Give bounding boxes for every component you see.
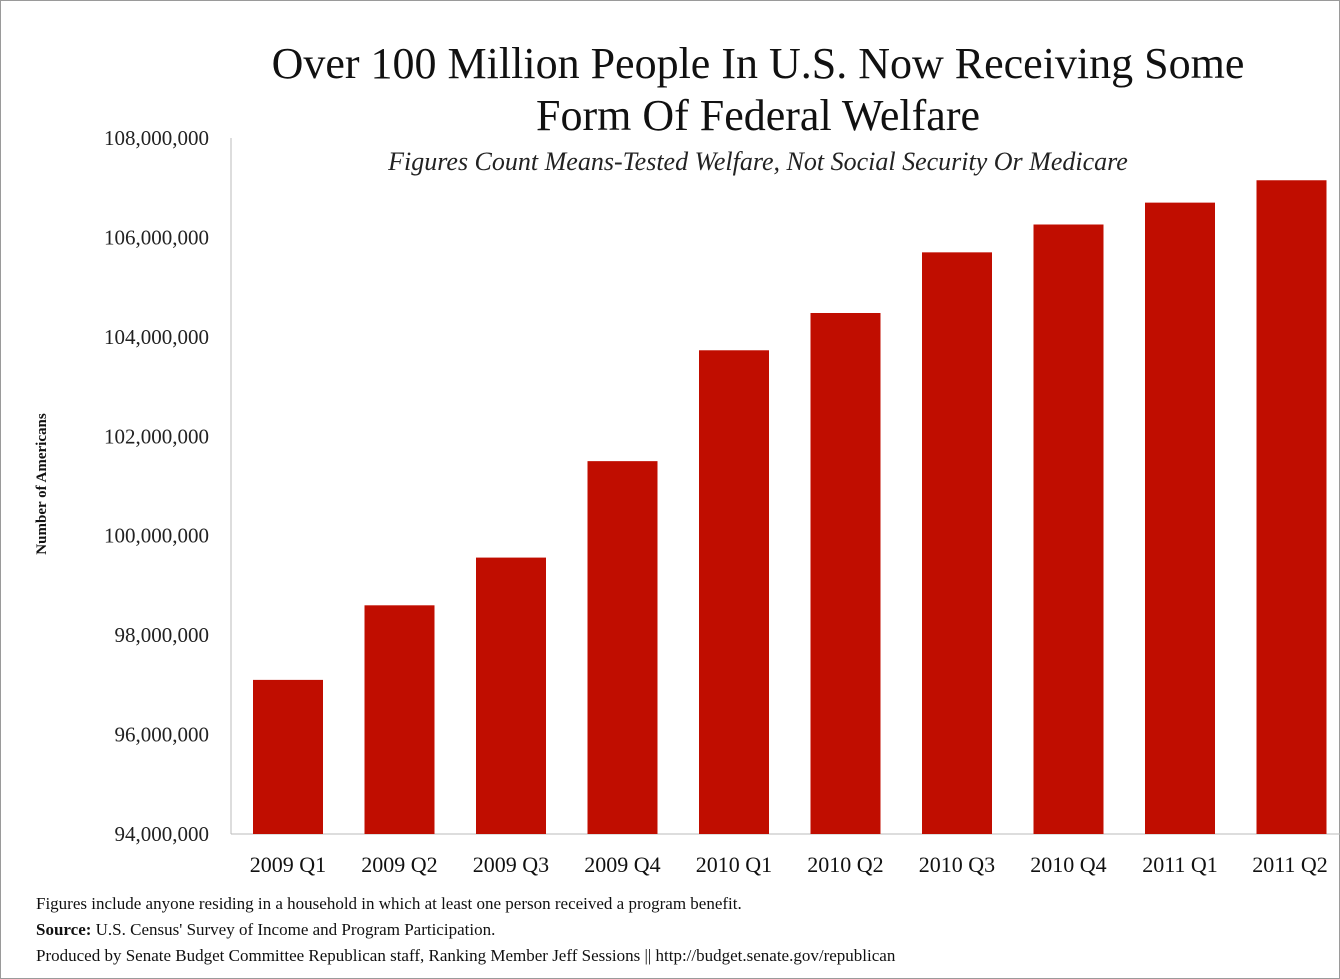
bar [922,252,992,835]
x-tick-label: 2009 Q3 [473,852,549,877]
x-tick-label: 2011 Q2 [1252,852,1328,877]
chart-title-line-1: Over 100 Million People In U.S. Now Rece… [272,39,1245,88]
y-axis-label: Number of Americans [34,413,50,555]
source-label: Source: [36,920,92,939]
y-tick-labels: 94,000,000 96,000,000 98,000,000 100,000,00… [104,126,209,846]
y-tick-label: 94,000,000 [115,822,210,846]
y-tick-label: 108,000,000 [104,126,209,150]
footer-source: Source: U.S. Census' Survey of Income an… [36,920,495,940]
x-tick-label: 2010 Q1 [696,852,772,877]
footer-credit: Produced by Senate Budget Committee Repu… [36,946,896,965]
bar [699,350,769,834]
x-tick-label: 2011 Q1 [1142,852,1218,877]
y-tick-label: 98,000,000 [115,623,210,647]
x-tick-label: 2010 Q2 [807,852,883,877]
bar [476,557,546,834]
chart-subtitle: Figures Count Means-Tested Welfare, Not … [387,147,1128,176]
y-tick-label: 96,000,000 [115,723,210,747]
x-tick-label: 2010 Q3 [919,852,995,877]
bar [1033,224,1104,834]
y-tick-label: 100,000,000 [104,524,209,548]
bar [810,312,881,835]
footer-note: Figures include anyone residing in a hou… [36,894,742,913]
bars [253,180,1327,835]
y-tick-label: 104,000,000 [104,325,209,349]
x-tick-label: 2009 Q4 [584,852,660,877]
x-tick-label: 2009 Q1 [250,852,326,877]
bar [1256,180,1327,834]
chart-title-line-2: Form Of Federal Welfare [536,91,980,140]
y-tick-label: 106,000,000 [104,225,209,249]
x-tick-label: 2010 Q4 [1030,852,1106,877]
source-text: U.S. Census' Survey of Income and Progra… [91,920,496,939]
bar [364,605,435,834]
bar [253,679,323,834]
x-tick-label: 2009 Q2 [361,852,437,877]
y-tick-label: 102,000,000 [104,424,209,448]
bar [1145,202,1215,835]
x-tick-labels: 2009 Q1 2009 Q2 2009 Q3 2009 Q4 2010 Q1 2010 … [250,852,1328,877]
bar [587,461,658,834]
